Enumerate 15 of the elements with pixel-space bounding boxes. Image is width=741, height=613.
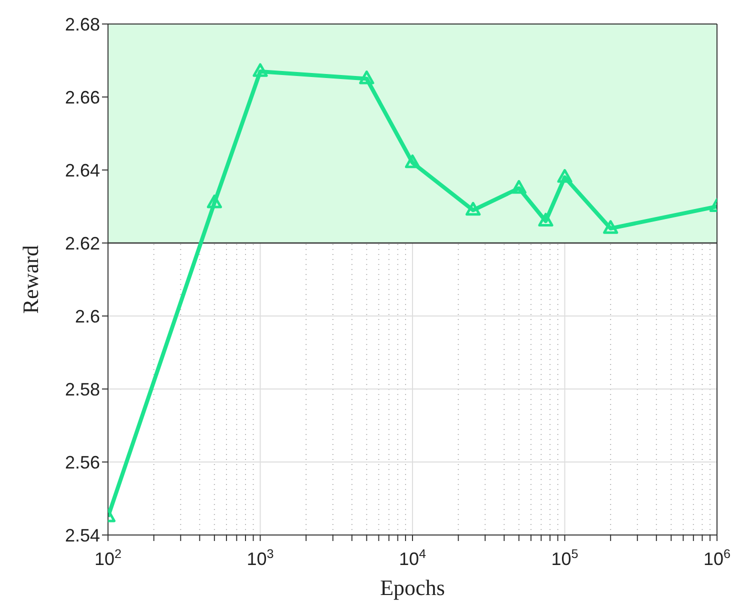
x-tick-label: 10$^{5}$: [551, 547, 578, 569]
y-axis-title: Reward: [18, 245, 43, 314]
y-tick-label: 2.64: [64, 160, 100, 180]
x-tick-label: 10$^{6}$: [703, 547, 731, 569]
y-tick-label: 2.56: [64, 452, 100, 472]
y-tick-label: 2.58: [64, 379, 100, 400]
y-tick-label: 2.68: [64, 14, 100, 34]
y-tick-label: 2.54: [64, 525, 100, 546]
x-tick-label: 10$^{3}$: [246, 547, 274, 569]
y-tick-label: 2.62: [64, 233, 100, 254]
y-tick-label: 2.66: [64, 87, 100, 108]
x-tick-label: 10$^{4}$: [398, 547, 426, 569]
y-tick-label: 2.6: [74, 306, 100, 326]
x-tick-label: 10$^{2}$: [94, 547, 122, 569]
x-axis-title: Epochs: [380, 575, 445, 600]
